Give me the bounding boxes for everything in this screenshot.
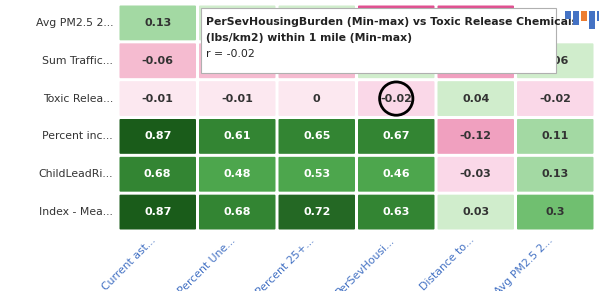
FancyBboxPatch shape	[279, 119, 355, 154]
FancyBboxPatch shape	[199, 157, 276, 192]
Text: 0.63: 0.63	[383, 207, 410, 217]
Text: -0.01: -0.01	[142, 94, 174, 104]
FancyBboxPatch shape	[279, 81, 355, 116]
Text: 0.87: 0.87	[144, 132, 171, 141]
Text: r = -0.02: r = -0.02	[207, 49, 255, 59]
Text: -0.06: -0.06	[142, 56, 174, 66]
Text: Avg PM2.5 2...: Avg PM2.5 2...	[494, 235, 555, 291]
FancyBboxPatch shape	[517, 43, 594, 78]
Text: 0.3: 0.3	[546, 207, 565, 217]
Text: 0.13: 0.13	[144, 18, 171, 28]
FancyBboxPatch shape	[199, 81, 276, 116]
Text: Percent 25+...: Percent 25+...	[255, 235, 317, 291]
FancyBboxPatch shape	[358, 6, 434, 40]
Text: Percent inc...: Percent inc...	[43, 132, 113, 141]
FancyBboxPatch shape	[119, 195, 196, 230]
Text: 0.05: 0.05	[383, 56, 410, 66]
Bar	[589, 11, 595, 29]
Text: 0.11: 0.11	[541, 132, 569, 141]
Text: PerSevHousi...: PerSevHousi...	[334, 235, 397, 291]
FancyBboxPatch shape	[358, 81, 434, 116]
Text: (lbs/km2) within 1 mile (Min-max): (lbs/km2) within 1 mile (Min-max)	[207, 33, 413, 43]
FancyBboxPatch shape	[517, 6, 594, 40]
FancyBboxPatch shape	[517, 195, 594, 230]
Text: 0.61: 0.61	[223, 132, 251, 141]
Text: Toxic Relea...: Toxic Relea...	[43, 94, 113, 104]
FancyBboxPatch shape	[119, 119, 196, 154]
FancyBboxPatch shape	[199, 195, 276, 230]
FancyBboxPatch shape	[279, 157, 355, 192]
Bar	[565, 11, 571, 19]
Bar	[581, 11, 587, 21]
Text: Current ast...: Current ast...	[101, 235, 158, 291]
FancyBboxPatch shape	[517, 81, 594, 116]
FancyBboxPatch shape	[119, 81, 196, 116]
Text: -0.02: -0.02	[380, 94, 412, 104]
Text: 0.06: 0.06	[541, 56, 569, 66]
Text: Distance to...: Distance to...	[418, 235, 476, 291]
Text: 0.65: 0.65	[303, 132, 331, 141]
Text: 0.04: 0.04	[462, 94, 489, 104]
Text: -0.42: -0.42	[380, 18, 412, 28]
FancyBboxPatch shape	[358, 119, 434, 154]
Text: 0.03: 0.03	[462, 207, 489, 217]
Text: 0.87: 0.87	[144, 207, 171, 217]
FancyBboxPatch shape	[201, 8, 555, 73]
FancyBboxPatch shape	[437, 119, 514, 154]
Text: 0.67: 0.67	[383, 132, 410, 141]
FancyBboxPatch shape	[437, 195, 514, 230]
FancyBboxPatch shape	[119, 43, 196, 78]
FancyBboxPatch shape	[437, 157, 514, 192]
Text: -0.03: -0.03	[460, 169, 492, 179]
Text: ChildLeadRi...: ChildLeadRi...	[38, 169, 113, 179]
FancyBboxPatch shape	[199, 119, 276, 154]
FancyBboxPatch shape	[119, 157, 196, 192]
Text: 0.72: 0.72	[303, 207, 331, 217]
FancyBboxPatch shape	[517, 157, 594, 192]
Text: Sum Traffic...: Sum Traffic...	[42, 56, 113, 66]
Text: Percent Une...: Percent Une...	[176, 235, 237, 291]
FancyBboxPatch shape	[358, 43, 434, 78]
Text: -0.12: -0.12	[460, 56, 492, 66]
Text: 0: 0	[313, 94, 320, 104]
Text: 0.46: 0.46	[382, 169, 410, 179]
Bar	[573, 11, 579, 25]
Text: 0.05: 0.05	[303, 18, 330, 28]
FancyBboxPatch shape	[279, 6, 355, 40]
Text: 0.09: 0.09	[223, 18, 251, 28]
FancyBboxPatch shape	[279, 195, 355, 230]
Text: -0.4: -0.4	[464, 18, 488, 28]
Text: 0.48: 0.48	[223, 169, 251, 179]
Text: -0.12: -0.12	[460, 132, 492, 141]
FancyBboxPatch shape	[517, 119, 594, 154]
FancyBboxPatch shape	[358, 195, 434, 230]
Text: Index - Mea...: Index - Mea...	[39, 207, 113, 217]
FancyBboxPatch shape	[119, 6, 196, 40]
FancyBboxPatch shape	[358, 157, 434, 192]
FancyBboxPatch shape	[199, 43, 276, 78]
Text: -0.05: -0.05	[222, 56, 253, 66]
Text: -0.01: -0.01	[221, 94, 253, 104]
Text: 0.53: 0.53	[303, 169, 330, 179]
FancyBboxPatch shape	[279, 43, 355, 78]
Text: PerSevHousingBurden (Min-max) vs Toxic Release Chemicals: PerSevHousingBurden (Min-max) vs Toxic R…	[207, 17, 579, 27]
FancyBboxPatch shape	[437, 81, 514, 116]
Bar	[597, 11, 599, 21]
FancyBboxPatch shape	[437, 43, 514, 78]
Text: 0.68: 0.68	[223, 207, 251, 217]
Text: 0.13: 0.13	[541, 169, 569, 179]
FancyBboxPatch shape	[199, 6, 276, 40]
Text: -0.02: -0.02	[539, 94, 571, 104]
Text: -0.05: -0.05	[301, 56, 332, 66]
Text: Avg PM2.5 2...: Avg PM2.5 2...	[35, 18, 113, 28]
FancyBboxPatch shape	[437, 6, 514, 40]
Text: 0.68: 0.68	[144, 169, 171, 179]
